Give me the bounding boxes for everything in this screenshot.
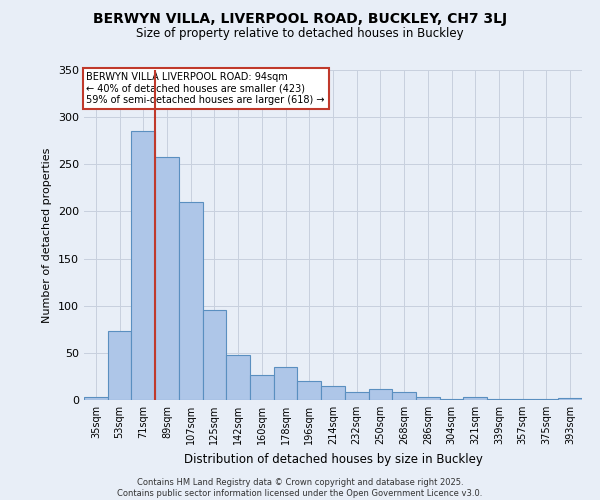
Text: Contains HM Land Registry data © Crown copyright and database right 2025.
Contai: Contains HM Land Registry data © Crown c… [118, 478, 482, 498]
Bar [108, 331, 131, 400]
Bar [155, 156, 179, 400]
Bar [392, 392, 416, 400]
Y-axis label: Number of detached properties: Number of detached properties [43, 148, 52, 322]
Text: BERWYN VILLA, LIVERPOOL ROAD, BUCKLEY, CH7 3LJ: BERWYN VILLA, LIVERPOOL ROAD, BUCKLEY, C… [93, 12, 507, 26]
Bar [368, 388, 392, 400]
Bar [203, 310, 226, 400]
Bar [345, 392, 368, 400]
Bar [487, 399, 511, 400]
Bar [440, 399, 463, 400]
Bar [84, 397, 108, 400]
Bar [535, 399, 558, 400]
Bar [226, 354, 250, 400]
Bar [250, 374, 274, 400]
Bar [416, 397, 440, 400]
Bar [511, 399, 535, 400]
Bar [298, 381, 321, 400]
Bar [274, 367, 298, 400]
Bar [463, 397, 487, 400]
Bar [179, 202, 203, 400]
Text: Size of property relative to detached houses in Buckley: Size of property relative to detached ho… [136, 28, 464, 40]
X-axis label: Distribution of detached houses by size in Buckley: Distribution of detached houses by size … [184, 452, 482, 466]
Text: BERWYN VILLA LIVERPOOL ROAD: 94sqm
← 40% of detached houses are smaller (423)
59: BERWYN VILLA LIVERPOOL ROAD: 94sqm ← 40%… [86, 72, 325, 105]
Bar [131, 132, 155, 400]
Bar [558, 398, 582, 400]
Bar [321, 386, 345, 400]
